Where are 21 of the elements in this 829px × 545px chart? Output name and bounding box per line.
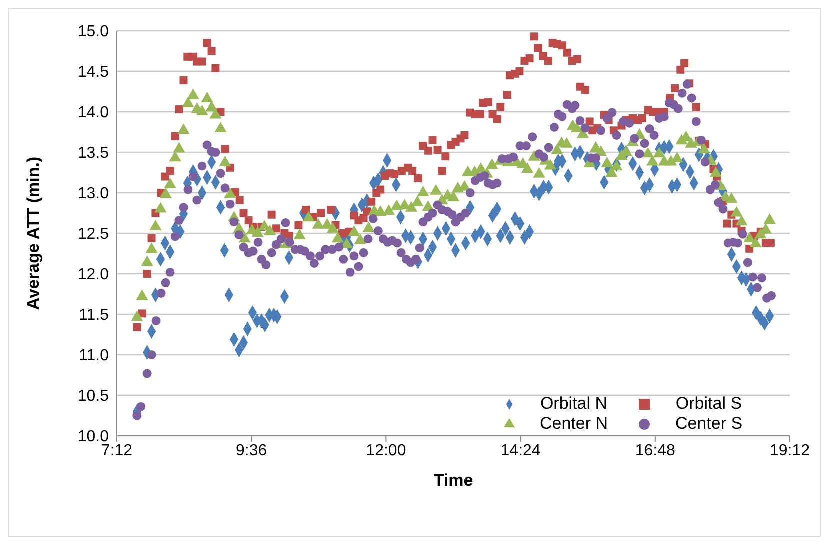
x-tick-label: 12:00	[366, 442, 406, 460]
x-axis-title: Time	[434, 471, 474, 490]
y-tick-label: 14.5	[78, 64, 110, 82]
y-axis-title: Average ATT (min.)	[24, 156, 44, 310]
y-tick-label: 11.0	[79, 348, 110, 365]
y-tick-label: 15.0	[78, 24, 110, 41]
legend-label: Orbital S	[674, 394, 744, 414]
x-tick-label: 14:24	[500, 442, 541, 460]
y-tick-label: 12.5	[78, 226, 110, 244]
y-tick-label: 11.5	[79, 307, 110, 324]
x-tick-label: 19:12	[770, 442, 810, 460]
legend-label: Center N	[538, 414, 610, 434]
legend-label: Orbital N	[539, 394, 609, 414]
y-tick-label: 14.0	[78, 104, 110, 122]
x-tick-label: 9:36	[236, 442, 268, 460]
legend-label: Center S	[674, 414, 744, 434]
y-tick-label: 13.5	[78, 145, 110, 162]
y-tick-label: 12.0	[78, 266, 110, 284]
x-tick-label: 16:48	[635, 442, 676, 460]
y-tick-label: 10.5	[78, 388, 110, 406]
y-tick-label: 13.0	[78, 186, 110, 203]
